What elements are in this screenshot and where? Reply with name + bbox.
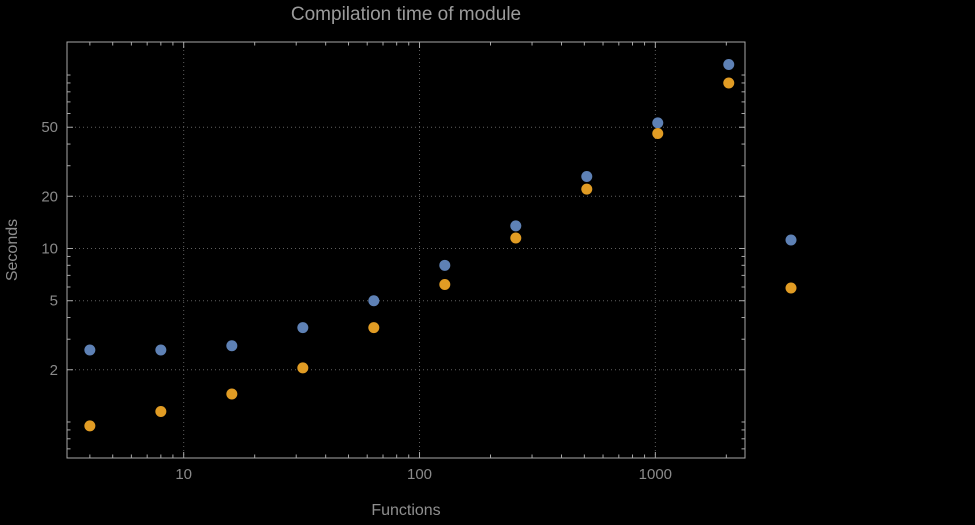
data-point bbox=[84, 344, 96, 356]
x-axis-label: Functions bbox=[371, 502, 441, 519]
x-tick-label: 10 bbox=[175, 466, 192, 483]
data-point bbox=[439, 259, 451, 271]
data-point bbox=[297, 322, 309, 334]
tick-labels: 10 100 1000 2 5 10 20 50 bbox=[41, 119, 672, 483]
y-tick-label: 10 bbox=[41, 241, 58, 258]
y-tick-label: 50 bbox=[41, 119, 58, 136]
plot-frame bbox=[66, 41, 746, 459]
data-point bbox=[368, 295, 380, 307]
data-point bbox=[581, 183, 593, 195]
legend bbox=[785, 234, 797, 294]
data-point bbox=[226, 388, 238, 400]
series-1-blue-points bbox=[84, 58, 735, 356]
data-point bbox=[652, 128, 664, 140]
data-point bbox=[723, 77, 735, 89]
y-axis-label-container: Seconds bbox=[0, 42, 26, 458]
data-point bbox=[368, 322, 380, 334]
data-point bbox=[155, 405, 167, 417]
series-2-orange-points bbox=[84, 77, 735, 432]
y-axis-label: Seconds bbox=[4, 218, 22, 282]
x-tick-label: 1000 bbox=[639, 466, 672, 483]
y-tick-label: 20 bbox=[41, 188, 58, 205]
y-tick-label: 5 bbox=[50, 293, 58, 310]
chart-title: Compilation time of module bbox=[290, 4, 522, 25]
data-point bbox=[723, 58, 735, 70]
legend-marker bbox=[785, 282, 797, 294]
data-point bbox=[652, 117, 664, 129]
tick-marks bbox=[67, 42, 745, 458]
data-point bbox=[439, 279, 451, 291]
data-point bbox=[510, 220, 522, 232]
x-tick-label: 100 bbox=[407, 466, 432, 483]
data-point bbox=[84, 420, 96, 432]
data-point bbox=[226, 340, 238, 352]
legend-marker bbox=[785, 234, 797, 246]
data-point bbox=[510, 232, 522, 244]
data-point bbox=[297, 362, 309, 374]
data-point bbox=[155, 344, 167, 356]
data-point bbox=[581, 171, 593, 183]
gridlines bbox=[67, 42, 745, 458]
y-tick-label: 2 bbox=[50, 362, 58, 379]
